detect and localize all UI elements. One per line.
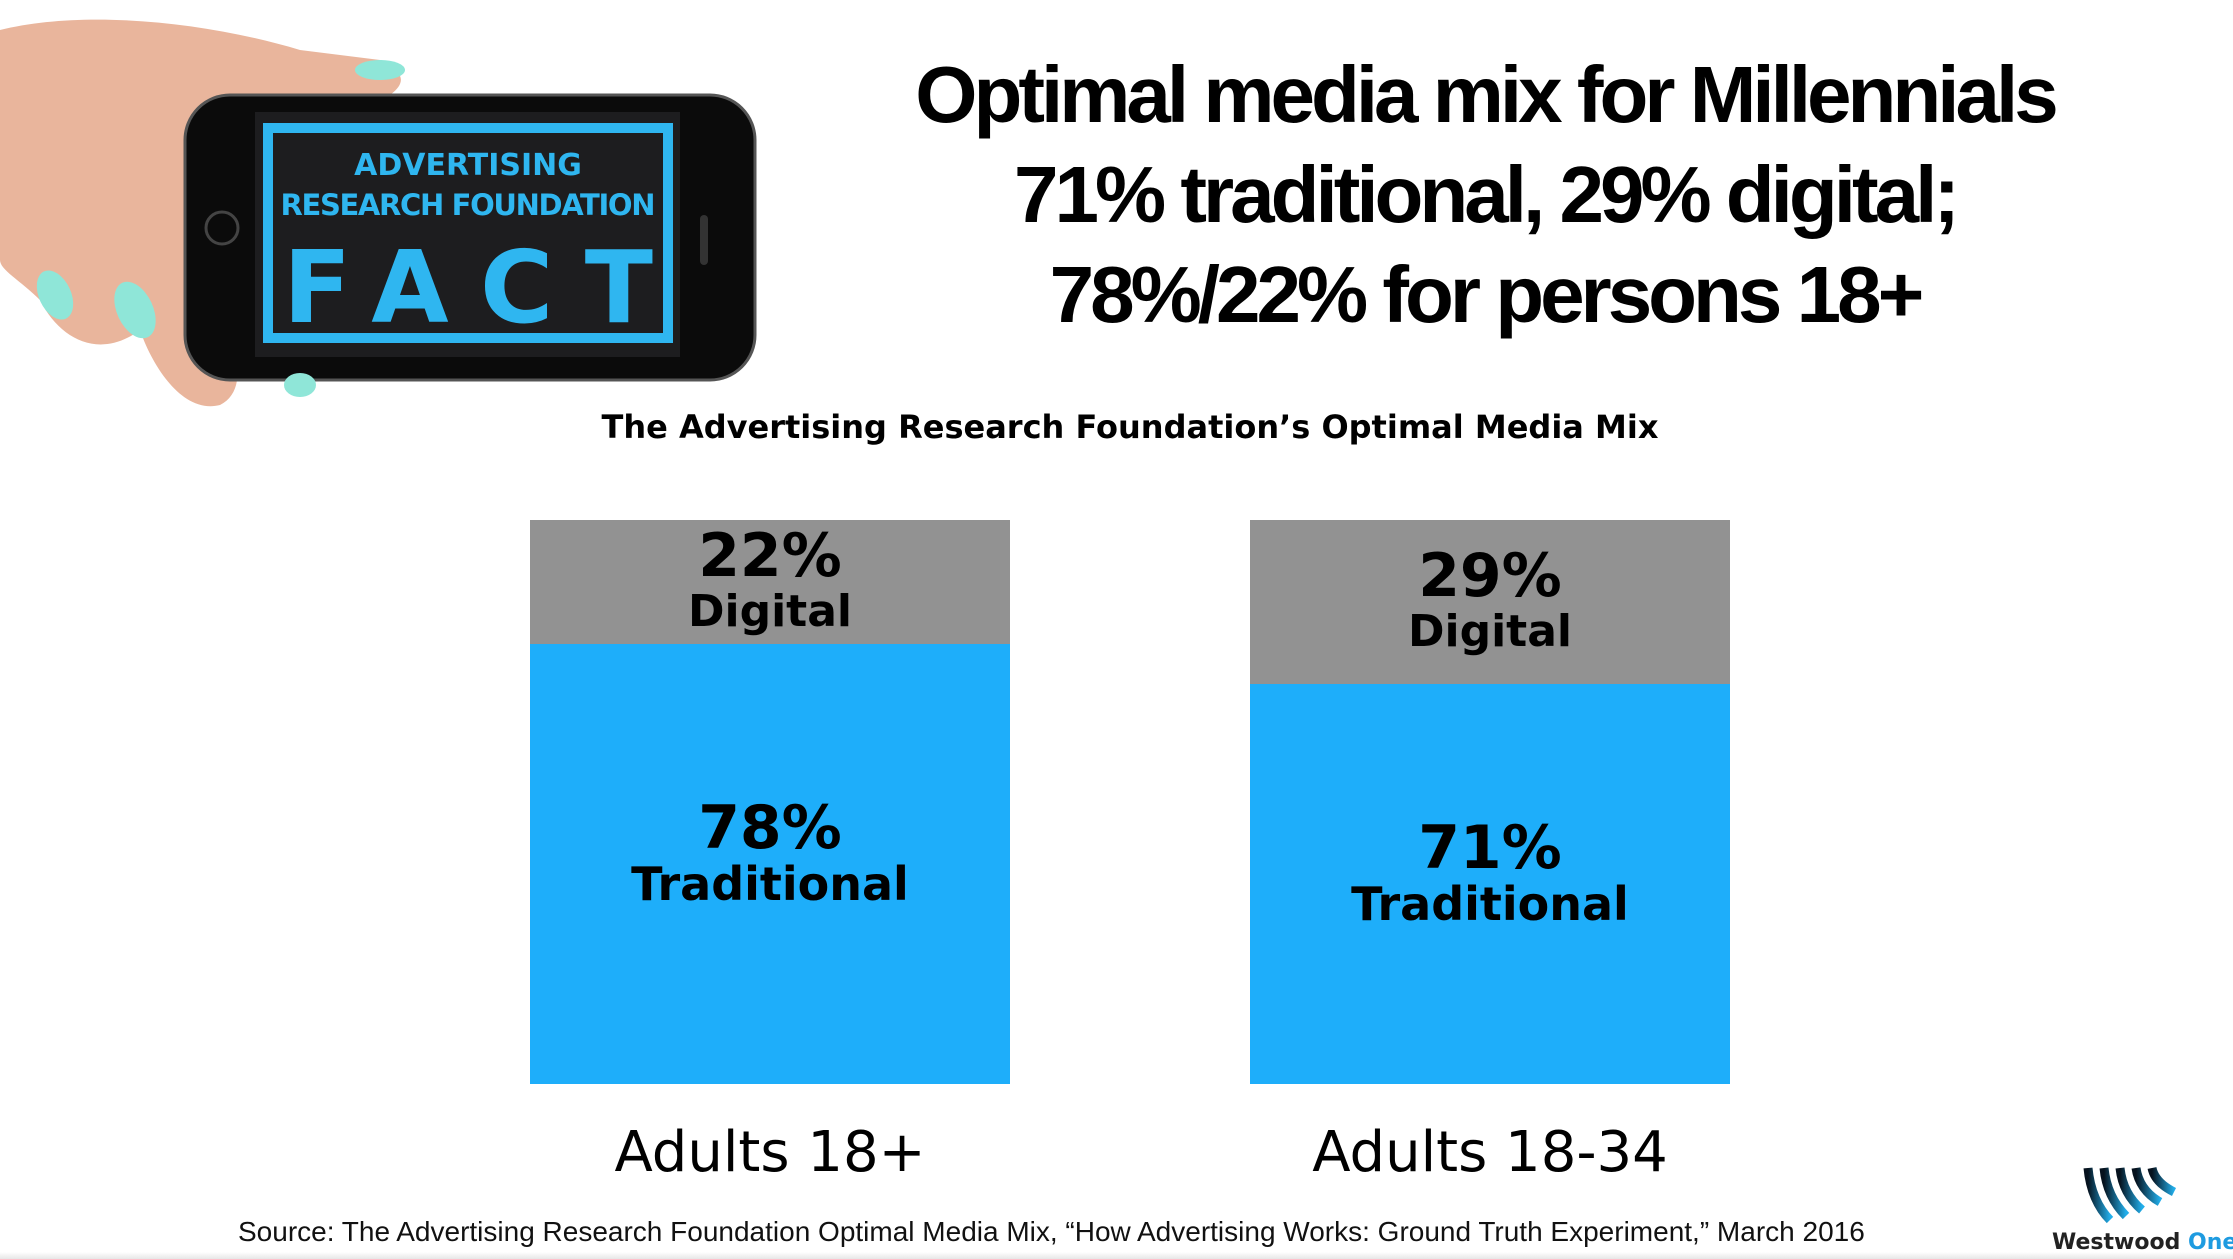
data-label-percent: 78%: [698, 793, 842, 864]
data-label-series: Traditional: [631, 857, 909, 912]
title-line: 71% traditional, 29% digital;: [1013, 150, 1960, 239]
bar-segment-traditional: 71% Traditional: [1250, 683, 1730, 1084]
source-note: Source: The Advertising Research Foundat…: [238, 1216, 1865, 1247]
category-label: Adults 18-34: [1312, 1120, 1668, 1185]
bottom-edge: [0, 1252, 2233, 1259]
title-line: Optimal media mix for Millennials: [915, 50, 2058, 139]
bar-segment-digital: 22% Digital: [530, 520, 1010, 645]
data-label-series: Digital: [688, 586, 852, 638]
logo-text-one: One: [2188, 1230, 2233, 1255]
westwood-one-logo: Westwood One: [2040, 1160, 2233, 1255]
data-label-percent: 71%: [1418, 812, 1562, 883]
logo-text-westwood: Westwood: [2052, 1230, 2181, 1255]
bar-segment-traditional: 78% Traditional: [530, 644, 1010, 1084]
phone-fact-image: ADVERTISING RESEARCH FOUNDATION FACT: [0, 0, 780, 420]
phone-text-research-foundation: RESEARCH FOUNDATION: [281, 188, 656, 222]
title-line: 78%/22% for persons 18+: [1049, 250, 1925, 339]
chart-title: The Advertising Research Foundation’s Op…: [601, 408, 1659, 446]
data-label-percent: 22%: [698, 521, 842, 592]
data-label-series: Digital: [1408, 605, 1572, 657]
bar-segment-digital: 29% Digital: [1250, 520, 1730, 684]
data-label-percent: 29%: [1418, 540, 1562, 611]
westwood-w-icon: [2083, 1166, 2177, 1224]
page-title: Optimal media mix for Millennials 71% tr…: [700, 45, 2233, 345]
category-label: Adults 18+: [614, 1120, 926, 1185]
data-label-series: Traditional: [1351, 876, 1629, 931]
phone-text-advertising: ADVERTISING: [354, 148, 582, 183]
